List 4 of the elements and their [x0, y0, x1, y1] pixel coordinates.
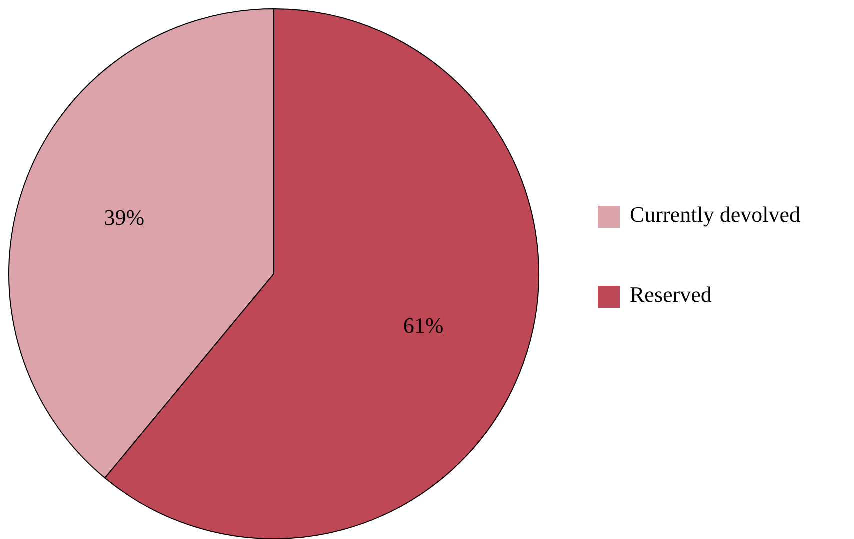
legend-label: Currently devolved: [630, 202, 800, 228]
legend-label: Reserved: [630, 282, 712, 308]
data-label: 39%: [104, 205, 145, 230]
data-label: 61%: [403, 312, 444, 338]
